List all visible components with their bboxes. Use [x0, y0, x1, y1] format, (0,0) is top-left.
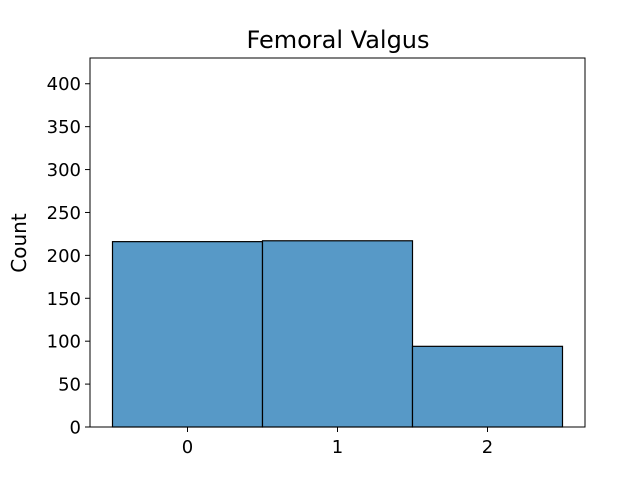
y-tick-label: 200 — [47, 246, 81, 267]
x-tick-label: 2 — [482, 437, 493, 458]
bar-1 — [261, 240, 414, 428]
x-tick-label: 0 — [182, 437, 193, 458]
bars-group — [111, 240, 564, 428]
y-tick-label: 400 — [47, 74, 81, 95]
y-tick-label: 50 — [58, 375, 81, 396]
y-tick-label: 150 — [47, 289, 81, 310]
x-tick-label: 1 — [332, 437, 343, 458]
y-ticks-group: 0 50 100 150 200 250 300 350 400 — [47, 74, 90, 439]
chart-title: Femoral Valgus — [246, 26, 429, 54]
y-tick-label: 250 — [47, 203, 81, 224]
y-tick-label: 300 — [47, 160, 81, 181]
x-ticks-group: 0 1 2 — [182, 427, 493, 458]
bar-0 — [111, 241, 264, 428]
plot-frame — [89, 57, 586, 428]
y-tick-label: 0 — [70, 418, 81, 439]
bar-2 — [411, 345, 564, 428]
y-axis-label: Count — [7, 213, 31, 273]
y-tick-label: 350 — [47, 117, 81, 138]
y-tick-label: 100 — [47, 332, 81, 353]
